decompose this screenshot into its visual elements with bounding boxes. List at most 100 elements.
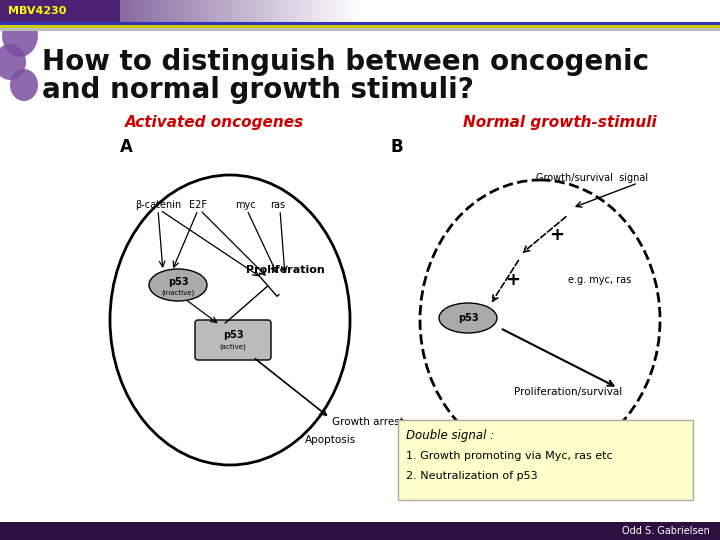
Bar bbox=[564, 0, 567, 22]
Text: +: + bbox=[505, 271, 521, 289]
Bar bbox=[66, 0, 69, 22]
Ellipse shape bbox=[439, 303, 497, 333]
Bar bbox=[105, 0, 108, 22]
Text: p53: p53 bbox=[458, 313, 478, 323]
Ellipse shape bbox=[0, 44, 26, 80]
Bar bbox=[93, 0, 96, 22]
Text: Growth/survival  signal: Growth/survival signal bbox=[536, 173, 648, 183]
Bar bbox=[363, 0, 366, 22]
Bar bbox=[345, 0, 348, 22]
Bar bbox=[426, 0, 429, 22]
Bar bbox=[351, 0, 354, 22]
Bar bbox=[465, 0, 468, 22]
Text: Normal growth-stimuli: Normal growth-stimuli bbox=[463, 114, 657, 130]
Bar bbox=[591, 0, 594, 22]
Bar bbox=[546, 0, 549, 22]
Bar bbox=[210, 0, 213, 22]
Bar bbox=[561, 0, 564, 22]
Bar bbox=[435, 0, 438, 22]
Bar bbox=[510, 0, 513, 22]
Bar bbox=[411, 0, 414, 22]
Bar bbox=[441, 0, 444, 22]
Bar bbox=[177, 0, 180, 22]
Bar bbox=[384, 0, 387, 22]
Text: ras: ras bbox=[271, 200, 286, 210]
Bar bbox=[174, 0, 177, 22]
Bar bbox=[438, 0, 441, 22]
Bar bbox=[306, 0, 309, 22]
Bar bbox=[483, 0, 486, 22]
Bar bbox=[183, 0, 186, 22]
Bar bbox=[315, 0, 318, 22]
Bar bbox=[222, 0, 225, 22]
Bar bbox=[0, 0, 3, 22]
Bar bbox=[585, 0, 588, 22]
Bar bbox=[309, 0, 312, 22]
Bar bbox=[207, 0, 210, 22]
Bar bbox=[321, 0, 324, 22]
Bar bbox=[9, 0, 12, 22]
Bar bbox=[294, 0, 297, 22]
Text: e.g. myc, ras: e.g. myc, ras bbox=[568, 275, 631, 285]
Bar bbox=[237, 0, 240, 22]
Bar bbox=[327, 0, 330, 22]
Bar bbox=[471, 0, 474, 22]
Bar bbox=[60, 0, 63, 22]
Bar bbox=[276, 0, 279, 22]
Bar bbox=[84, 0, 87, 22]
Bar bbox=[273, 0, 276, 22]
Text: p53: p53 bbox=[168, 277, 189, 287]
Bar bbox=[192, 0, 195, 22]
Bar bbox=[147, 0, 150, 22]
Bar bbox=[522, 0, 525, 22]
Bar bbox=[474, 0, 477, 22]
Bar bbox=[531, 0, 534, 22]
Bar bbox=[303, 0, 306, 22]
Bar bbox=[507, 0, 510, 22]
Bar bbox=[576, 0, 579, 22]
Bar bbox=[444, 0, 447, 22]
Bar bbox=[255, 0, 258, 22]
Bar bbox=[372, 0, 375, 22]
Bar bbox=[537, 0, 540, 22]
Bar bbox=[525, 0, 528, 22]
Bar bbox=[291, 0, 294, 22]
Bar bbox=[339, 0, 342, 22]
Text: (active): (active) bbox=[220, 344, 246, 350]
Bar bbox=[15, 0, 18, 22]
Bar bbox=[390, 0, 393, 22]
Bar bbox=[0, 28, 720, 31]
FancyBboxPatch shape bbox=[195, 320, 271, 360]
Bar bbox=[573, 0, 576, 22]
Bar bbox=[258, 0, 261, 22]
Bar bbox=[168, 0, 171, 22]
Bar bbox=[72, 0, 75, 22]
Bar bbox=[39, 0, 42, 22]
Bar bbox=[27, 0, 30, 22]
Bar bbox=[225, 0, 228, 22]
Text: p53: p53 bbox=[222, 330, 243, 340]
Text: Proliferation: Proliferation bbox=[246, 265, 325, 275]
Bar bbox=[528, 0, 531, 22]
Bar bbox=[405, 0, 408, 22]
Bar bbox=[132, 0, 135, 22]
Bar bbox=[240, 0, 243, 22]
Bar bbox=[570, 0, 573, 22]
Text: Activated oncogenes: Activated oncogenes bbox=[125, 114, 305, 130]
Bar bbox=[549, 0, 552, 22]
Bar bbox=[6, 0, 9, 22]
Bar bbox=[342, 0, 345, 22]
Bar bbox=[447, 0, 450, 22]
Bar bbox=[156, 0, 159, 22]
Bar bbox=[267, 0, 270, 22]
Bar bbox=[459, 0, 462, 22]
Bar bbox=[270, 0, 273, 22]
Text: 2. Neutralization of p53: 2. Neutralization of p53 bbox=[406, 471, 538, 481]
Bar bbox=[117, 0, 120, 22]
Bar bbox=[201, 0, 204, 22]
Bar bbox=[195, 0, 198, 22]
Bar bbox=[354, 0, 357, 22]
Text: E2F: E2F bbox=[189, 200, 207, 210]
Bar bbox=[399, 0, 402, 22]
Bar bbox=[300, 0, 303, 22]
